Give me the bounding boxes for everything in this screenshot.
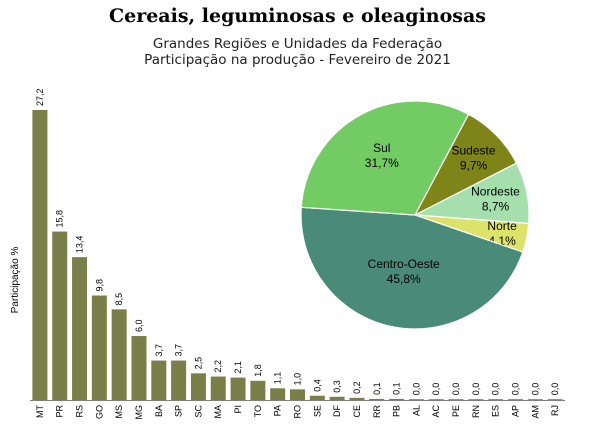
data-label-SC: 2,5 [193, 357, 203, 370]
tick-label-RO: RO [293, 405, 303, 419]
bar-TO [250, 380, 266, 400]
tick-label-PB: PB [392, 405, 402, 417]
tick-label-GO: GO [94, 405, 104, 419]
data-label-RN: 0,0 [471, 383, 481, 396]
pie-label-value-sul: 31,7% [365, 156, 399, 170]
pie-label-name-centro-oeste: Centro-Oeste [368, 257, 440, 271]
tick-label-AL: AL [411, 405, 421, 416]
tick-label-SP: SP [174, 405, 184, 417]
tick-label-AM: AM [530, 405, 540, 419]
tick-label-RJ: RJ [550, 405, 560, 416]
pie-label-name-norte: Norte [487, 219, 517, 233]
data-label-RS: 13,4 [75, 236, 85, 254]
bar-RR [369, 398, 385, 400]
bar-SE [309, 395, 325, 400]
bar-MG [131, 336, 147, 400]
tick-label-BA: BA [154, 405, 164, 417]
bar-AC [428, 399, 444, 400]
data-label-CE: 0,2 [352, 381, 362, 394]
bar-PB [389, 398, 405, 400]
tick-label-MS: MS [114, 405, 124, 419]
bar-BA [151, 360, 167, 400]
bar-SP [171, 360, 187, 400]
data-label-PR: 15,8 [55, 210, 65, 228]
data-label-AM: 0,0 [530, 383, 540, 396]
bar-CE [349, 397, 365, 400]
bar-DF [329, 396, 345, 400]
bar-RO [290, 389, 305, 400]
pie-label-name-sul: Sul [373, 141, 390, 155]
pie-label-name-sudeste: Sudeste [451, 143, 495, 157]
y-axis-label: Participação % [10, 247, 21, 314]
tick-label-ES: ES [491, 405, 501, 417]
data-label-PB: 0,1 [392, 382, 402, 395]
pie-label-value-centro-oeste: 45,8% [387, 272, 421, 286]
data-label-TO: 1,8 [253, 364, 263, 377]
bar-GO [91, 295, 107, 400]
tick-label-TO: TO [253, 405, 263, 417]
data-label-PA: 1,1 [273, 372, 283, 385]
data-label-DF: 0,3 [332, 380, 342, 393]
pie-label-value-sudeste: 9,7% [460, 158, 488, 172]
bar-PI [230, 377, 246, 400]
bar-ES [488, 399, 504, 400]
bar-MS [111, 309, 127, 400]
tick-label-AP: AP [510, 405, 520, 417]
data-label-AC: 0,0 [431, 383, 441, 396]
data-label-AP: 0,0 [510, 383, 520, 396]
bar-AM [527, 399, 543, 400]
bar-SC [190, 373, 206, 400]
tick-label-PI: PI [233, 405, 243, 414]
pie-label-name-nordeste: Nordeste [471, 185, 520, 199]
chart-subtitle-line1: Grandes Regiões e Unidades da Federação [152, 36, 443, 52]
tick-label-PE: PE [451, 405, 461, 417]
data-label-SE: 0,4 [312, 379, 322, 392]
data-label-MT: 27,2 [35, 88, 45, 106]
bar-RN [468, 399, 484, 400]
chart-title: Cereais, leguminosas e oleaginosas [109, 5, 486, 27]
tick-label-SC: SC [193, 405, 203, 418]
data-label-BA: 3,7 [154, 344, 164, 357]
tick-label-CE: CE [352, 405, 362, 418]
tick-label-RR: RR [372, 405, 382, 418]
bar-AL [408, 399, 424, 400]
data-label-SP: 3,7 [174, 344, 184, 357]
data-label-GO: 9,8 [94, 279, 104, 292]
data-label-MA: 2,2 [213, 360, 223, 373]
chart-subtitle-line2: Participação na produção - Fevereiro de … [144, 52, 451, 68]
tick-label-DF: DF [332, 405, 342, 417]
data-label-PE: 0,0 [451, 383, 461, 396]
tick-label-AC: AC [431, 405, 441, 418]
bar-PR [52, 231, 68, 400]
bar-RS [72, 257, 88, 400]
data-label-MS: 8,5 [114, 293, 124, 306]
data-label-RR: 0,1 [372, 382, 382, 395]
tick-label-RS: RS [75, 405, 85, 418]
bar-PE [448, 399, 464, 400]
tick-label-RN: RN [471, 405, 481, 418]
data-label-RJ: 0,0 [550, 383, 560, 396]
tick-label-MA: MA [213, 405, 223, 419]
pie-slice-centro-oeste [300, 206, 524, 330]
tick-label-PR: PR [55, 405, 65, 418]
bar-MT [32, 110, 48, 400]
bar-RJ [547, 399, 563, 400]
bar-PA [270, 388, 286, 400]
tick-label-MG: MG [134, 405, 144, 420]
pie-label-value-nordeste: 8,7% [482, 200, 510, 214]
tick-label-SE: SE [312, 405, 322, 417]
data-label-MG: 6,0 [134, 320, 144, 333]
data-label-PI: 2,1 [233, 361, 243, 374]
bar-AP [507, 399, 523, 400]
tick-label-MT: MT [35, 405, 45, 418]
data-label-ES: 0,0 [491, 383, 501, 396]
bar-MA [210, 376, 226, 400]
data-label-AL: 0,0 [411, 383, 421, 396]
data-label-RO: 1,0 [293, 373, 303, 386]
tick-label-PA: PA [273, 405, 283, 416]
pie-slice-sul [300, 100, 470, 216]
